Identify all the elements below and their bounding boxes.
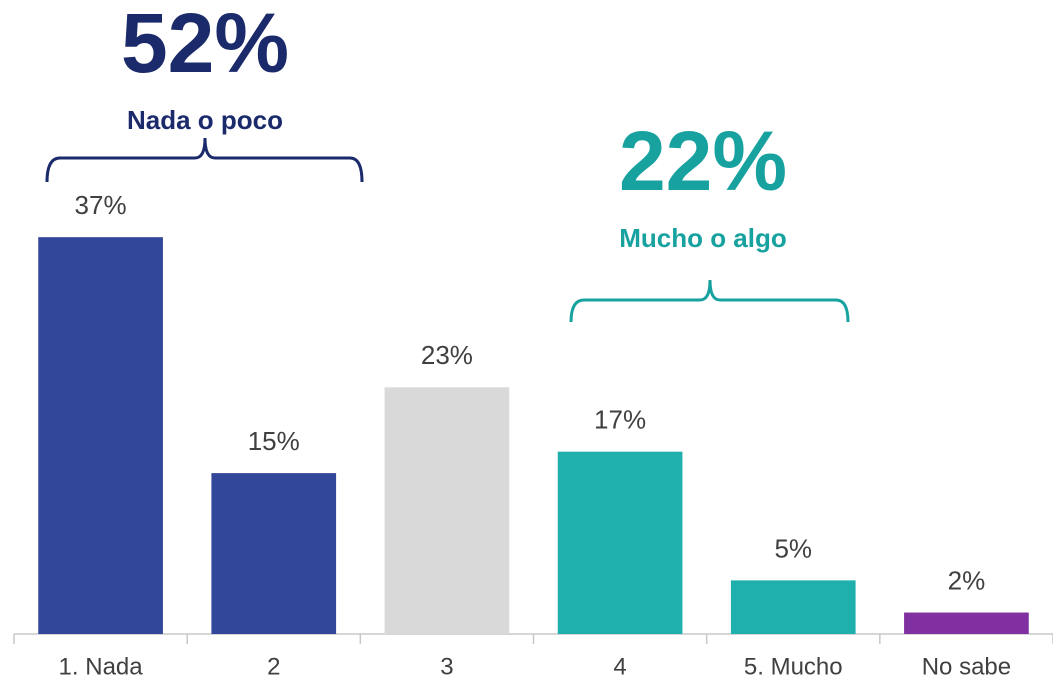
x-tick-label: 1. Nada bbox=[59, 653, 144, 680]
bar bbox=[904, 612, 1029, 634]
x-tick-label: 4 bbox=[613, 653, 626, 680]
annotation-label: Nada o poco bbox=[127, 105, 283, 135]
annotation-label: Mucho o algo bbox=[619, 223, 787, 253]
bar bbox=[211, 473, 337, 634]
bar bbox=[384, 387, 510, 634]
bar bbox=[557, 451, 683, 634]
x-tick-label: No sabe bbox=[922, 653, 1011, 680]
x-tick-label: 3 bbox=[440, 653, 453, 680]
annotation-value: 52% bbox=[121, 0, 289, 90]
bracket bbox=[45, 137, 364, 183]
bar bbox=[730, 580, 856, 634]
x-tick-label: 5. Mucho bbox=[744, 653, 843, 680]
annotation-value: 22% bbox=[619, 114, 787, 208]
x-tick-label: 2 bbox=[267, 653, 280, 680]
value-label: 5% bbox=[774, 533, 812, 563]
value-label: 17% bbox=[594, 405, 646, 435]
value-label: 23% bbox=[421, 340, 473, 370]
value-label: 2% bbox=[948, 565, 986, 595]
bracket bbox=[569, 279, 850, 323]
bar bbox=[38, 237, 163, 635]
value-label: 15% bbox=[248, 426, 300, 456]
value-label: 37% bbox=[75, 190, 127, 220]
